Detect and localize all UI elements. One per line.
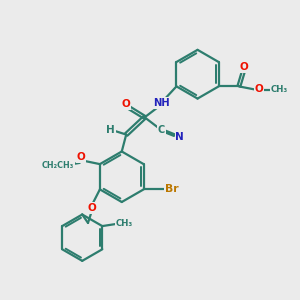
Text: O: O bbox=[87, 203, 96, 213]
Text: CH₃: CH₃ bbox=[116, 219, 133, 228]
Text: CH₃: CH₃ bbox=[271, 85, 288, 94]
Text: O: O bbox=[240, 62, 248, 72]
Text: N: N bbox=[175, 132, 184, 142]
Text: O: O bbox=[77, 152, 85, 162]
Text: H: H bbox=[106, 125, 115, 135]
Text: C: C bbox=[158, 125, 165, 135]
Text: CH₂CH₃: CH₂CH₃ bbox=[42, 161, 74, 170]
Text: NH: NH bbox=[153, 98, 170, 108]
Text: O: O bbox=[121, 99, 130, 109]
Text: Br: Br bbox=[165, 184, 178, 194]
Text: O: O bbox=[254, 84, 263, 94]
